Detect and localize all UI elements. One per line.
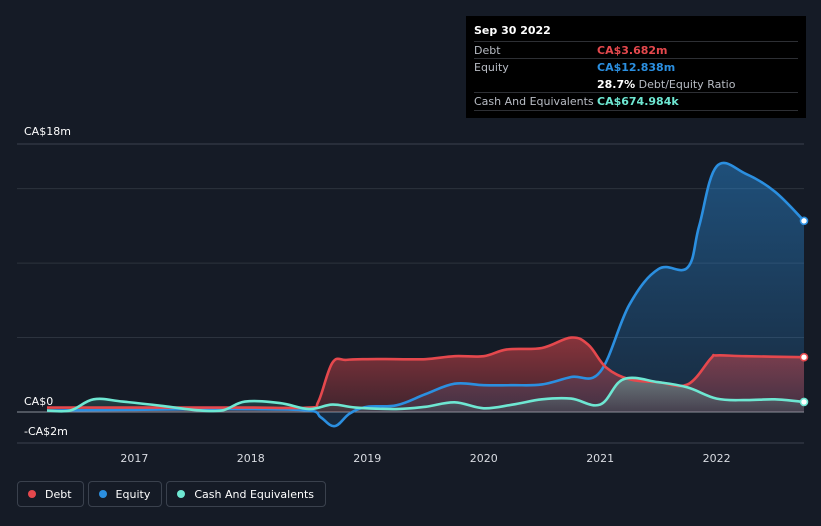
- data-tooltip: Sep 30 2022 Debt CA$3.682m Equity CA$12.…: [466, 16, 806, 118]
- tooltip-row-cash: Cash And Equivalents CA$674.984k: [474, 92, 798, 111]
- tooltip-debt-value: CA$3.682m: [597, 44, 668, 57]
- equity-dot-icon: [98, 490, 107, 498]
- equity-end-marker: [799, 216, 809, 226]
- tooltip-ratio-label: Debt/Equity Ratio: [638, 78, 736, 91]
- x-tick-label-2019: 2019: [353, 452, 382, 465]
- tooltip-row-debt: Debt CA$3.682m: [474, 41, 798, 59]
- x-tick-label-2018: 2018: [236, 452, 265, 465]
- legend-item-debt[interactable]: Debt: [17, 481, 84, 507]
- debt-end-marker: [799, 352, 809, 362]
- debt-dot-icon: [28, 490, 36, 498]
- tooltip-cash-value: CA$674.984k: [597, 95, 679, 108]
- legend-label-debt: Debt: [45, 487, 72, 501]
- legend-item-equity[interactable]: Equity: [87, 481, 163, 507]
- x-tick-label-2022: 2022: [702, 452, 731, 465]
- tooltip-date: Sep 30 2022: [474, 24, 551, 37]
- tooltip-equity-label: Equity: [474, 61, 509, 74]
- legend-label-equity: Equity: [115, 487, 151, 501]
- cash-end-marker: [799, 397, 809, 407]
- legend-label-cash: Cash And Equivalents: [194, 487, 314, 501]
- cash-dot-icon: [177, 490, 186, 498]
- y-axis-label-top: CA$18m: [24, 125, 71, 138]
- tooltip-equity-value: CA$12.838m: [597, 61, 676, 74]
- x-tick-label-2021: 2021: [586, 452, 615, 465]
- cash-area: [47, 377, 804, 412]
- tooltip-ratio-value: 28.7%: [597, 78, 636, 91]
- legend-item-cash[interactable]: Cash And Equivalents: [166, 481, 326, 507]
- tooltip-row-ratio: 28.7% Debt/Equity Ratio: [474, 75, 798, 93]
- x-tick-label-2020: 2020: [469, 452, 498, 465]
- y-axis-label-zero: CA$0: [24, 395, 54, 408]
- cash-line: [46, 376, 805, 413]
- tooltip-cash-label: Cash And Equivalents: [474, 95, 594, 108]
- chart-legend: Debt Equity Cash And Equivalents: [17, 481, 326, 509]
- tooltip-debt-label: Debt: [474, 44, 501, 57]
- x-tick-label-2017: 2017: [120, 452, 149, 465]
- tooltip-row-equity: Equity CA$12.838m: [474, 58, 798, 76]
- y-axis-label-bottom: -CA$2m: [24, 425, 68, 438]
- equity-line: [46, 161, 805, 428]
- equity-area: [47, 162, 804, 427]
